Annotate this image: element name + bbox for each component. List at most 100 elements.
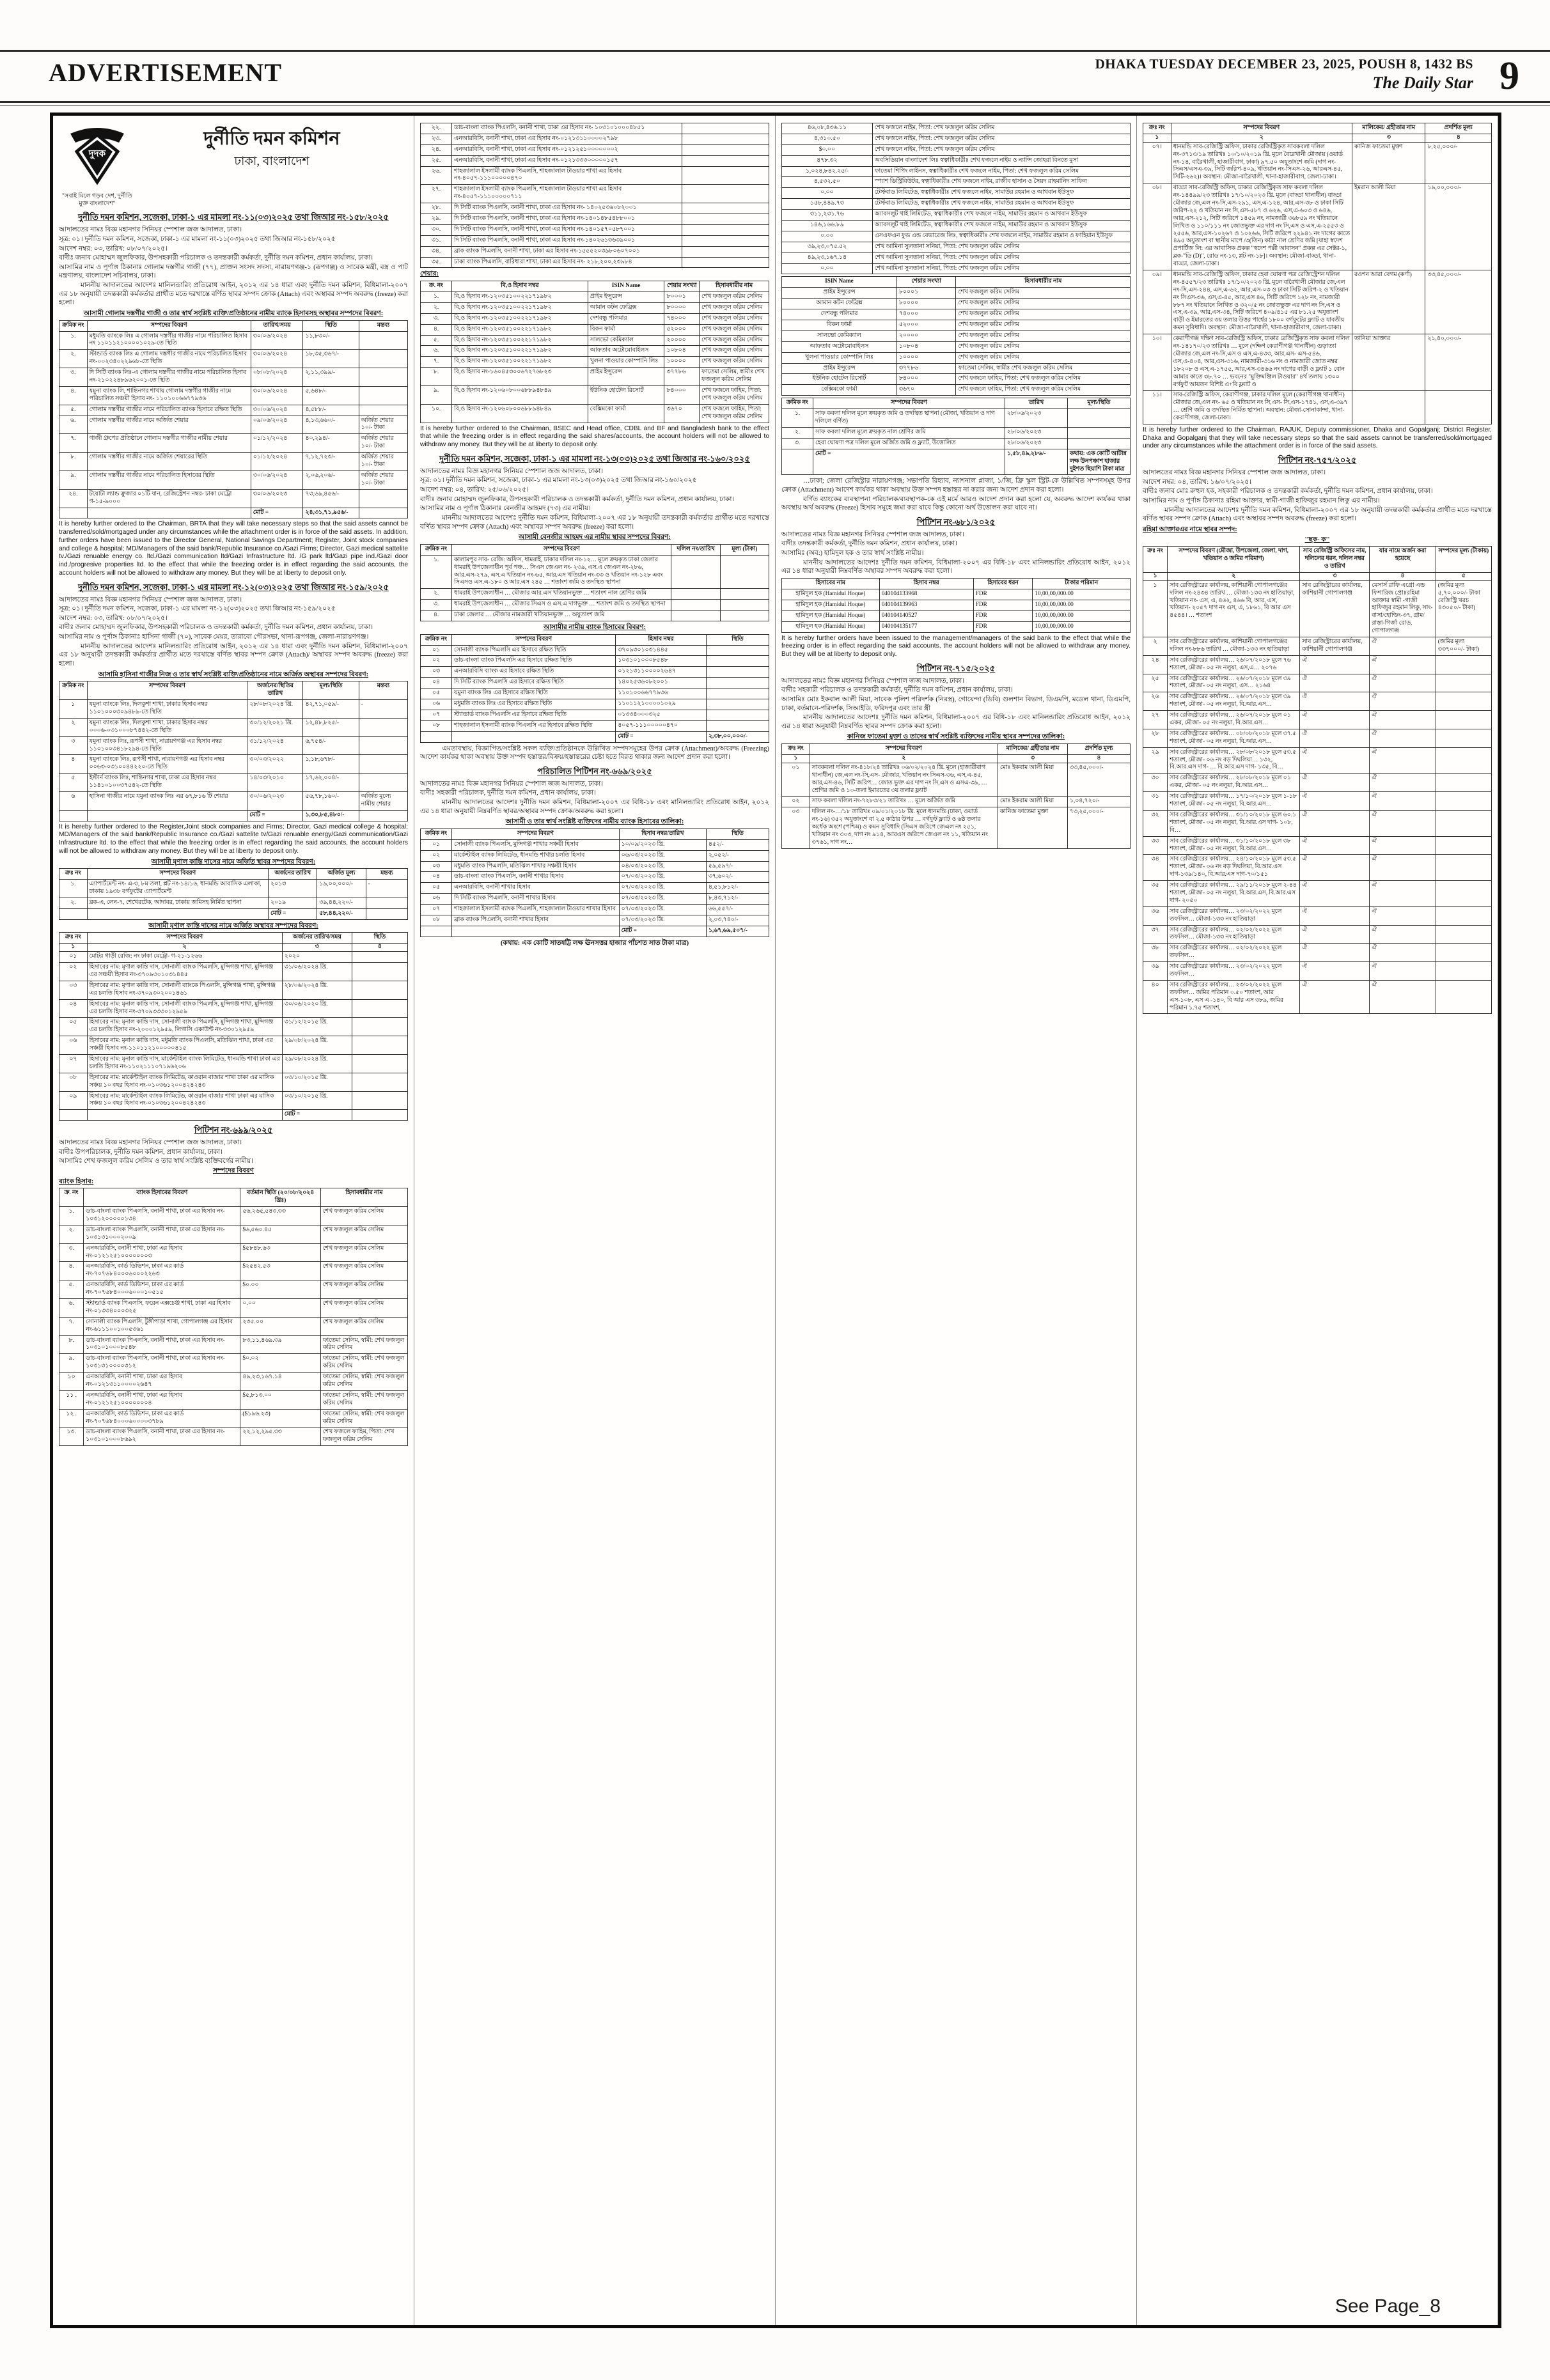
table-cell: সাব রেজিস্ট্রারের কার্যালয়… ৩১/১০/২০১৮ … (1167, 809, 1301, 837)
column-2: ২২. ডাচ-বাংলা ব্যাংক পিএলসি, বনানী শাখা, … (414, 116, 776, 2325)
table-cell: ঐ (1369, 791, 1436, 811)
table-cell (351, 1091, 409, 1110)
table-cell (1425, 390, 1492, 424)
table-cell: মধুমতি ব্যাংকে লিঃ এ গোলাম দস্তগীর গাজীর… (86, 331, 251, 350)
table-cell: ৫. (59, 404, 88, 416)
paragraph: বাদীঃ জনাব মোহাম্মদ জুলফিকার, উপসহকারী প… (59, 624, 373, 632)
table-cell: অ্যাবসলুট থাই লিমিটেড, স্বত্বাধিকারীঃ শে… (872, 209, 1131, 221)
table-cell (705, 688, 770, 699)
table-cell: যমুনা ব্যাংকে লিঃ, রূপসী শাখা, নারায়ণগঞ… (86, 754, 248, 774)
paragraph: সূত্র: ০১। দুর্নীতি দমন কমিশন, সজেকা, ঢা… (59, 235, 336, 243)
table-cell: ০৮ (419, 720, 453, 732)
table-cell: এনআরবিসি, বনানী শাখা, ঢাকা এর হিসাব নং-০… (83, 1390, 241, 1410)
table-cell: অর্জিত মূল্যে নামীয় শেয়ার (358, 791, 409, 811)
table-cell: এনআরবিসি ব্যাংক এর হিসাবে রক্ষিত স্থিতি (451, 666, 616, 678)
table-row: ৩৫ সাব রেজিস্ট্রারের কার্যালয়… ২৯/১১/২০১… (1142, 880, 1492, 907)
table-cell: ১২,৪৮,৮২৫/- (302, 717, 359, 737)
svg-text:দুদক: দুদক (88, 148, 106, 159)
table-cell: ৭৩,৬৯,৪৫৬/- (302, 488, 359, 508)
table-caption: আসামি হাসিনা গাজীর নিজ ও তার স্বার্থ সংশ… (98, 671, 369, 678)
case-headline: পিটিশন নং-৭১৫/২০২৫ (916, 663, 996, 673)
subheader-cell: ৪ (1369, 572, 1436, 581)
table-cell: শেখ ফজলুল করিম সেলিম (955, 341, 1131, 353)
table-cell: ২৮/০৬/২০২৪ খ্রি. (281, 980, 352, 1000)
table-cell: ১২ . (58, 1408, 84, 1428)
table-cell: ২ (1142, 637, 1168, 656)
table-row: ৩৩ সাব রেজিস্ট্রারের কার্যালয়… ৩১/১০/২০১… (1142, 836, 1492, 855)
table-cell: ২৮/০৮/২০২৪ খ্রি. (247, 699, 304, 719)
table-cell: ঐ (1299, 979, 1370, 1015)
see-page-link[interactable]: See Page_8 (1335, 2296, 1441, 2317)
subheader-cell: ৩ (1351, 133, 1426, 143)
table-row: ০৬ হিসাবের নাম: মৃনাল কান্তি দাস, মধুমতি … (59, 1036, 409, 1055)
paragraph: সূত্র: ০১। দুর্নীতি দমন কমিশন, সজেকা, ঢা… (420, 477, 697, 485)
table-row: ৪. যমুনা ব্যাংক লি, শান্তিনগর শাখায় গোলা… (59, 385, 409, 405)
paragraph: মাননীয় আদালতের আদেশঃ মানিলন্ডারিং প্রতি… (59, 282, 408, 307)
table-cell: ৭. (59, 433, 88, 453)
total-cell (419, 731, 453, 743)
table-row: ৩৪. ব্রাক ব্যাংক পিএলসি, বনানী শাখা, ঢাকা… (419, 245, 770, 258)
table-cell: FDR (973, 599, 1033, 611)
table-cell (681, 184, 770, 204)
table-row: ৩১. দি সিটি ব্যাংক পিএলসি, বনানী শাখা, ঢা… (419, 235, 770, 247)
table-cell: ধানমন্ডি সাব-রেজিস্ট্রি অফিস, ঢাকার রেজি… (1170, 141, 1353, 184)
table-cell: ৩০ (1142, 773, 1168, 793)
column-header: সম্পদের বিবরণ (86, 868, 269, 880)
table-cell: 040104139963 (879, 599, 974, 611)
column-header: মন্তব্য (358, 320, 409, 332)
table-cell: বেক্সিমকো ফার্মা (587, 403, 665, 423)
table-cell: ১৭,৬২,০০৪/- (302, 773, 359, 792)
total-cell (451, 925, 620, 937)
table-cell: ৪. (59, 385, 88, 405)
table-cell: ৩৩,৪৫,০০০/- (1067, 762, 1131, 797)
table-cell: ২৮ (1142, 728, 1168, 748)
table-cell: ০২ (419, 655, 453, 667)
table-cell: ০৬ (419, 893, 453, 905)
table-cell: এনআরবিসি, কার্ড ডিভিশন, ঢাকা এর কার্ড নং… (83, 1408, 241, 1428)
column-header: সাব রেজিস্ট্রি অফিসের নাম, দলিলের ধরন, দ… (1299, 546, 1370, 573)
table-cell: ঐ (1369, 979, 1436, 1015)
table-cell: ঐ (1299, 836, 1370, 855)
column-header: সম্পদের বিবরণ (813, 398, 1005, 410)
table-cell (1067, 437, 1131, 449)
table-cell: ৫২০০০ (896, 320, 957, 331)
column-header: টাকার পরিমান (1032, 578, 1131, 589)
table-cell: ০২ (59, 962, 88, 981)
frozen-accounts-table: ক্রমিক নং সম্পদের বিবরণ হিসাব নম্বর/তারিখ স… (419, 828, 770, 937)
table-cell: ২৬ (1142, 692, 1168, 712)
case-headline: দুর্নীতি দমন কমিশন, সজেকা, ঢাকা-১ এর মাম… (439, 453, 750, 463)
table-cell: ৩১/০৬/২০২৪ খ্রি. (281, 962, 352, 981)
table-cell: ২৭ (1142, 710, 1168, 729)
paragraph: আসামির নাম ও পূর্ণাঙ্গ ঠিকানাঃ রহিমা আক্… (1143, 497, 1380, 505)
table-row: ৩১১,২৩১.৭৬ অ্যাবসলুট থাই লিমিটেড, স্বত্বা… (781, 209, 1131, 221)
subheader-cell: ২ (86, 943, 283, 953)
table-cell: শেখ ফজলুল করিম সেলিম (320, 1298, 409, 1318)
table-cell: বি,ও হিসাব নং-১২০৩৫১০০২২১৭১৯৮২ (451, 313, 588, 325)
header-rule (0, 101, 1550, 105)
column-header: অর্জনের তারিখ (267, 868, 318, 880)
column-header: ক্রমিক নং (419, 828, 453, 840)
table-row: ০৪ ডাচ-বাংলা ব্যাংক পিএলসি, বনানী শাখার হ… (419, 871, 770, 883)
table-cell: 040104133968 (879, 588, 974, 600)
table-header-row: ক্রমিক নং সম্পদের বিবরণ দলিল নং/তারিখ মূল্য… (419, 543, 770, 556)
subheader-cell: ৩ (1299, 572, 1370, 581)
table-cell: ৪০ (1142, 979, 1168, 1015)
table-row: ০.০০ এসএফএন ফুড এন্ড বেভারেজ লিঃ, স্বত্বা… (781, 230, 1131, 242)
table-cell: সালভো কেমিক্যাল (587, 334, 665, 346)
table-cell: মোঃ ইকরাম আলী মিয়া (997, 796, 1068, 808)
table-cell: সাফ কবলা দলিল মূলে ক্রয়কৃত জমি ও তদস্থি… (813, 408, 1005, 428)
table-cell: সাব রেজিস্ট্রারের কার্যালয়… ৩১/১০/২০১৮ … (1167, 836, 1301, 855)
column-header: অর্জনের তারিখ/সময় (281, 932, 352, 944)
table-cell: বাড্ডা সাব-রেজিস্ট্রি অফিস, ঢাকার রেজিস্… (1170, 183, 1353, 271)
column-header: মূল্য (টাকা) (719, 543, 770, 556)
table-total-row: মোট = ১,৬৭,৬৯,৫০৭/- (419, 925, 770, 937)
table-cell: শেখ ফজলে ফাহিম, পিতা: শেখ ফজলুল করিম সেল… (955, 384, 1131, 396)
table-row: ৬. স্ট্যান্ডার্ড ব্যাংক পিএলসি, ফরেন এক্স… (58, 1298, 409, 1318)
table-row: আফতাব অটোমোবাইলস ১০৮০৪ শেখ ফজলুল করিম সেলি… (781, 341, 1131, 353)
table-cell: সালভো কেমিক্যাল (781, 330, 897, 342)
column-header: প্রদর্শিত মূল্য (1067, 743, 1131, 756)
table-cell: ৩. (59, 368, 88, 387)
table-cell: ৫৬,২৬৫,৫৪৩.৩৩ (240, 1206, 321, 1225)
